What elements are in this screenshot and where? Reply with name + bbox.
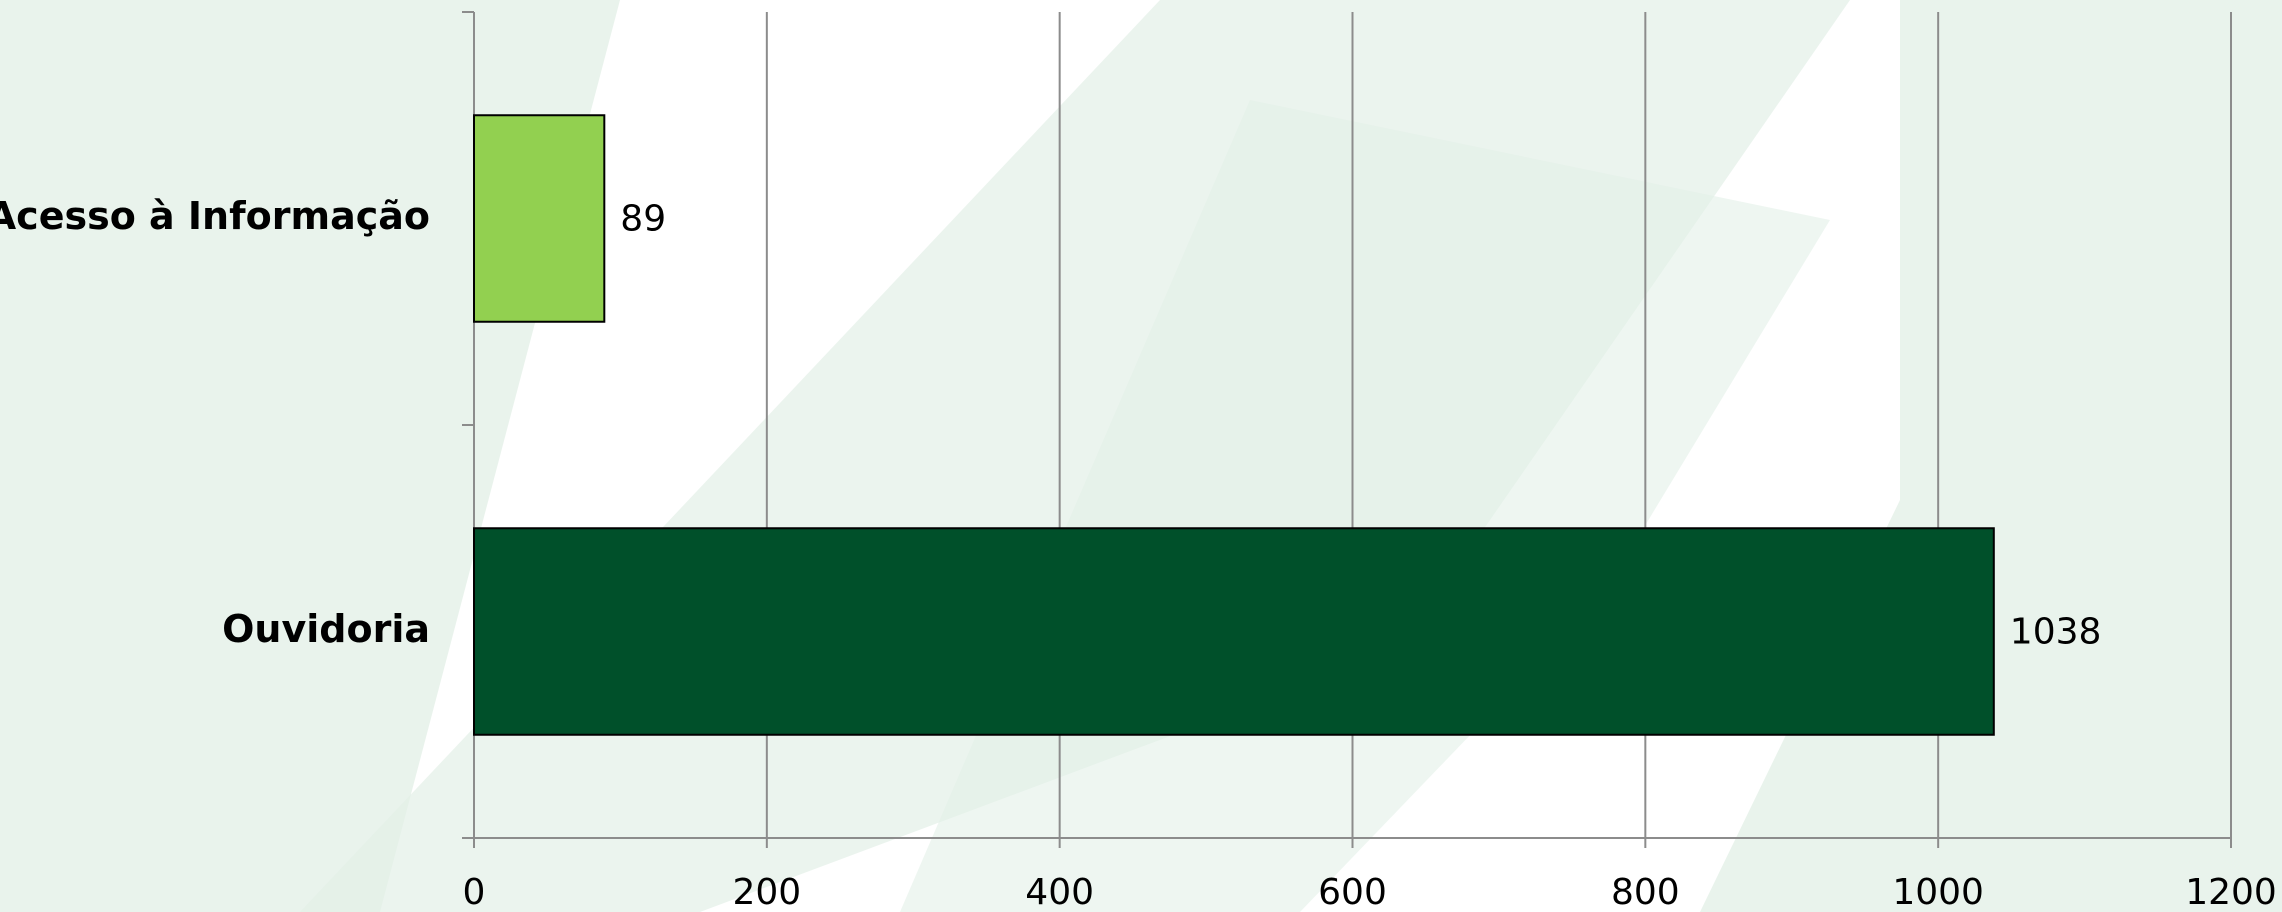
bar xyxy=(473,114,606,323)
value-label: 1038 xyxy=(2010,612,2102,653)
y-tick-label: Acesso à Informação xyxy=(0,194,430,238)
x-tick-label: 600 xyxy=(1318,872,1387,912)
x-tick-label: 800 xyxy=(1611,872,1680,912)
bar xyxy=(473,527,1995,736)
x-tick-label: 1000 xyxy=(1892,872,1984,912)
y-tick-label: Ouvidoria xyxy=(222,607,430,651)
x-tick-label: 200 xyxy=(732,872,801,912)
x-tick-label: 1200 xyxy=(2185,872,2277,912)
x-tick-label: 0 xyxy=(463,872,486,912)
plot-area: 0 200 400 600 800 1000 1200 Acesso à Informação… xyxy=(0,11,2277,912)
value-label: 89 xyxy=(620,199,666,240)
x-tick-label: 400 xyxy=(1025,872,1094,912)
